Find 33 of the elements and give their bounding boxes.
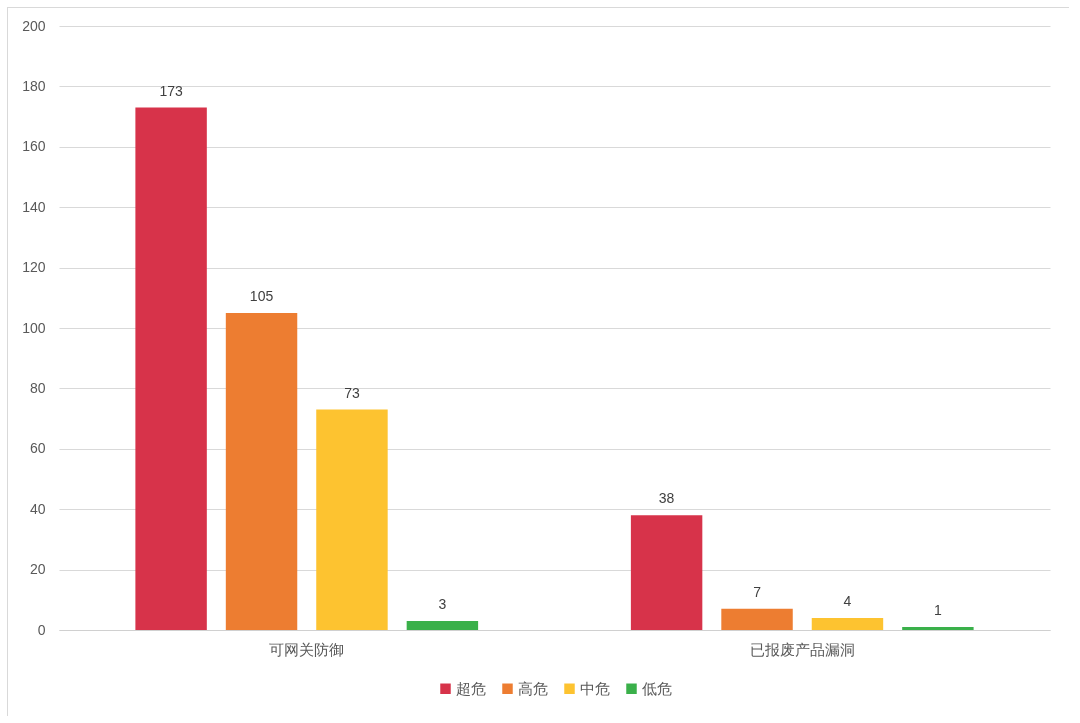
- bar: [721, 608, 793, 630]
- data-label: 4: [843, 592, 852, 609]
- data-label: 38: [658, 490, 675, 507]
- bar: [630, 515, 703, 630]
- legend-label: 高危: [518, 679, 548, 697]
- x-tick-label: 已报废产品漏洞: [749, 640, 855, 658]
- bar: [316, 409, 388, 630]
- y-tick-label: 40: [29, 500, 46, 517]
- data-label: 73: [344, 384, 360, 401]
- y-tick-label: 60: [29, 440, 46, 457]
- x-tick-label: 可网关防御: [269, 640, 345, 658]
- legend-label: 超危: [456, 679, 486, 697]
- bar: [811, 617, 884, 630]
- data-label: 173: [159, 82, 183, 99]
- bar: [406, 620, 479, 630]
- y-tick-label: 180: [22, 77, 46, 94]
- y-tick-label: 140: [22, 198, 46, 215]
- data-label: 3: [438, 595, 447, 612]
- data-label: 105: [249, 287, 274, 304]
- legend-label: 中危: [580, 679, 610, 697]
- bar: [225, 312, 298, 630]
- y-tick-label: 200: [22, 17, 46, 34]
- y-tick-label: 100: [22, 319, 46, 336]
- data-label: 1: [933, 601, 942, 618]
- bar: [135, 107, 207, 630]
- data-label: 7: [753, 583, 762, 600]
- y-tick-label: 0: [37, 621, 46, 638]
- y-tick-label: 20: [29, 561, 46, 578]
- y-tick-label: 120: [22, 259, 46, 276]
- bar: [902, 626, 974, 630]
- legend-label: 低危: [642, 679, 672, 697]
- y-tick-label: 80: [29, 379, 46, 396]
- y-tick-label: 160: [22, 138, 46, 155]
